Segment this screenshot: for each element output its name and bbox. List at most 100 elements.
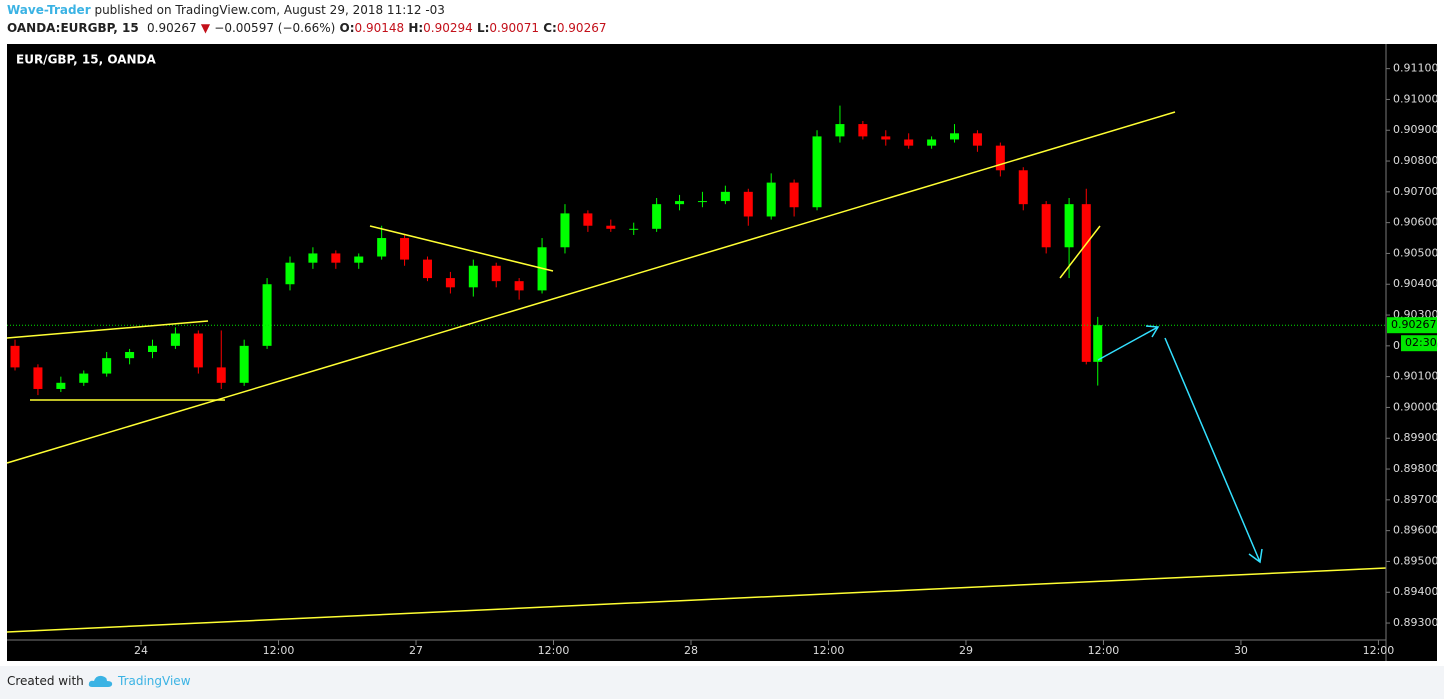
candle-body [1064, 204, 1074, 248]
y-tick-label: 0.90500 [1393, 246, 1439, 259]
candle-body [491, 265, 501, 282]
y-tick-label: 0.90800 [1393, 154, 1439, 167]
x-tick-label: 12:00 [1088, 644, 1120, 657]
arrow-head [1145, 325, 1160, 338]
candle-body [812, 136, 822, 208]
candle-body [720, 191, 730, 202]
l-label: L: [476, 21, 490, 35]
drawings [6, 111, 1387, 633]
candle-body [125, 352, 135, 359]
price-axis-panel [1387, 44, 1437, 661]
x-tick-label: 12:00 [263, 644, 295, 657]
trendline [6, 567, 1387, 633]
footer: Created with TradingView [0, 666, 1444, 699]
change-arrow: ▼ [200, 21, 211, 35]
author[interactable]: Wave-Trader [7, 3, 91, 17]
candle-body [331, 253, 341, 263]
h-label: H: [408, 21, 424, 35]
candle-body [1018, 170, 1028, 205]
y-tick-label: 0.90700 [1393, 185, 1439, 198]
countdown-label: 02:30 [1405, 336, 1437, 349]
candle-body [1041, 204, 1051, 248]
candle-body [354, 256, 364, 263]
chart-title: EUR/GBP, 15, OANDA [16, 53, 156, 67]
candle-body [514, 281, 524, 291]
y-tick-label: 0.89900 [1393, 431, 1439, 444]
candle-body [629, 228, 639, 230]
header-row: Wave-Trader published on TradingView.com… [7, 3, 445, 17]
y-tick-label: 0.89400 [1393, 585, 1439, 598]
candle-body [789, 182, 799, 208]
y-tick-label: 0.89600 [1393, 524, 1439, 537]
x-tick-label: 12:00 [1363, 644, 1395, 657]
y-tick-label: 0.90100 [1393, 370, 1439, 383]
candle-body [10, 345, 20, 368]
x-tick-label: 12:00 [538, 644, 570, 657]
y-tick-label: 0.89500 [1393, 554, 1439, 567]
y-tick-label: 0.91100 [1393, 62, 1439, 75]
candle-body [170, 333, 180, 346]
published: published on TradingView.com, August 29,… [94, 3, 445, 17]
c-value: 0.90267 [556, 21, 607, 35]
candle-body [445, 278, 455, 288]
y-tick-label: 0.90000 [1393, 400, 1439, 413]
candle-body [262, 284, 272, 346]
x-tick-label: 28 [684, 644, 698, 657]
candle-body [835, 124, 845, 137]
x-tick-label: 12:00 [813, 644, 845, 657]
candle-body [858, 124, 868, 137]
x-tick-label: 24 [134, 644, 148, 657]
candle-body [904, 139, 914, 146]
x-tick-label: 30 [1234, 644, 1248, 657]
y-tick-label: 0.90900 [1393, 123, 1439, 136]
arrow-head [1248, 548, 1263, 564]
candle-body [766, 182, 776, 217]
last-price-box [1387, 317, 1437, 334]
trendline [369, 225, 554, 272]
candle-body [675, 201, 685, 205]
candle-body [79, 373, 89, 383]
candle-body [239, 345, 249, 383]
candle-body [148, 345, 158, 352]
candle-body [995, 145, 1005, 171]
y-tick-label: 0.90400 [1393, 277, 1439, 290]
candle-body [927, 139, 937, 146]
candle-body [583, 213, 593, 226]
candle-body [1081, 204, 1091, 362]
y-tick-label: 0.90600 [1393, 216, 1439, 229]
candle-body [468, 265, 478, 288]
last-price: 0.90267 [147, 21, 197, 35]
trendline [6, 320, 209, 339]
logo [88, 675, 113, 687]
candle-body [308, 253, 318, 263]
y-tick-label: 0.89700 [1393, 493, 1439, 506]
candle-body [377, 238, 387, 257]
candle-body [697, 201, 707, 203]
candle-body [972, 133, 982, 146]
countdown-box [1401, 335, 1437, 352]
candle-body [193, 333, 203, 368]
header-row: OANDA:EURGBP, 15 0.90267 ▼ −0.00597 (−0.… [7, 21, 606, 35]
y-tick-label: 0.91000 [1393, 92, 1439, 105]
symbol: OANDA:EURGBP, 15 [7, 21, 139, 35]
h-value: 0.90294 [423, 21, 473, 35]
candle-body [102, 358, 112, 374]
candle-body [881, 136, 891, 140]
o-label: O: [339, 21, 355, 35]
last-price-label: 0.90267 [1391, 318, 1437, 331]
created-with: Created with [7, 674, 84, 688]
candle-body [652, 204, 662, 229]
candle-body [216, 367, 226, 383]
candle-body [56, 382, 66, 389]
x-tick-label: 29 [959, 644, 973, 657]
brand[interactable]: TradingView [118, 674, 191, 688]
candle-body [560, 213, 570, 248]
candle-body [606, 225, 616, 229]
arrow [1097, 326, 1159, 361]
trendline [6, 111, 1176, 464]
y-tick-label: 0.89300 [1393, 616, 1439, 629]
y-tick-label: 0.89800 [1393, 462, 1439, 475]
l-value: 0.90071 [489, 21, 540, 35]
